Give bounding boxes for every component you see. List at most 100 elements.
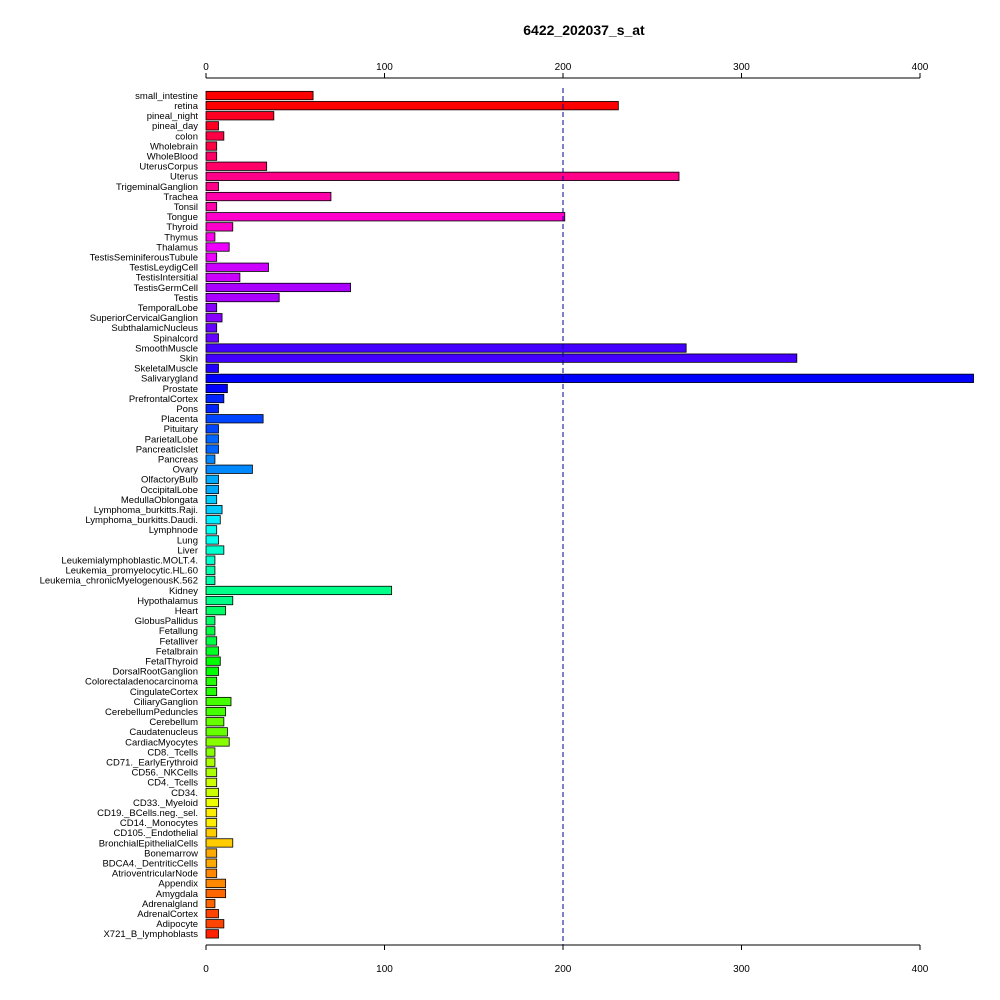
bar bbox=[205, 232, 216, 242]
top-tick-label: 100 bbox=[376, 62, 393, 73]
category-label: Liver bbox=[177, 545, 198, 556]
category-label: TestisLeydigCell bbox=[129, 263, 198, 274]
category-label: Lymphnode bbox=[149, 525, 198, 536]
bar bbox=[205, 898, 216, 909]
bar bbox=[205, 484, 219, 495]
bar bbox=[205, 797, 219, 808]
bar bbox=[205, 626, 216, 636]
bar bbox=[205, 616, 216, 626]
category-label: Adipocyte bbox=[156, 919, 198, 930]
category-label: CD34. bbox=[171, 788, 198, 799]
category-label: TemporalLobe bbox=[138, 303, 198, 314]
category-label: Appendix bbox=[158, 879, 198, 890]
bar bbox=[205, 454, 216, 464]
category-label: Fetallung bbox=[159, 626, 198, 637]
bar bbox=[205, 777, 218, 787]
category-label: CD4._Tcells bbox=[147, 778, 198, 789]
bottom-tick-label: 0 bbox=[203, 964, 209, 975]
category-label: Lymphoma_burkitts.Raji. bbox=[94, 505, 198, 516]
bar bbox=[205, 545, 225, 555]
category-label: CD105._Endothelial bbox=[113, 828, 198, 839]
category-label: GlobusPallidus bbox=[135, 616, 199, 627]
bar bbox=[205, 787, 219, 798]
bar bbox=[205, 838, 234, 848]
bar bbox=[205, 282, 351, 293]
bar bbox=[205, 383, 228, 394]
category-label: Spinalcord bbox=[153, 333, 198, 344]
bar bbox=[205, 222, 234, 232]
category-label: Salivarygland bbox=[141, 374, 198, 385]
bar bbox=[205, 313, 223, 323]
bottom-axis: 0 100 200 300 400 bbox=[203, 944, 929, 975]
bar bbox=[205, 848, 218, 858]
bar bbox=[205, 373, 974, 383]
bar bbox=[205, 555, 216, 565]
category-label: Leukemia_promyelocytic.HL.60 bbox=[65, 566, 198, 577]
bar bbox=[205, 858, 218, 868]
category-label: Prostate bbox=[163, 384, 198, 395]
bar bbox=[205, 686, 218, 697]
bar bbox=[205, 141, 218, 151]
bar bbox=[205, 828, 218, 838]
category-label: Colorectaladenocarcinoma bbox=[85, 677, 199, 688]
category-label: CD19._BCells.neg._sel. bbox=[97, 808, 198, 819]
bar bbox=[205, 565, 216, 575]
bar bbox=[205, 353, 798, 363]
bar bbox=[205, 404, 219, 414]
category-label: retina bbox=[174, 101, 198, 112]
bar bbox=[205, 909, 219, 919]
category-label: CardiacMyocytes bbox=[125, 737, 198, 748]
category-label: pineal_night bbox=[147, 111, 199, 122]
category-label: CingulateCortex bbox=[130, 687, 198, 698]
bar bbox=[205, 111, 275, 121]
top-tick-label: 300 bbox=[733, 62, 750, 73]
bar bbox=[205, 464, 253, 474]
category-label: WholeBlood bbox=[147, 151, 198, 162]
bar bbox=[205, 444, 219, 454]
category-label: Pons bbox=[176, 404, 198, 415]
category-label: PancreaticIslet bbox=[136, 444, 199, 455]
chart-title: 6422_202037_s_at bbox=[523, 22, 645, 38]
bar bbox=[205, 606, 227, 616]
category-labels: small_intestineretinapineal_nightpineal_… bbox=[40, 91, 199, 940]
bar bbox=[205, 515, 221, 525]
bar bbox=[205, 474, 219, 484]
bottom-tick-label: 400 bbox=[912, 964, 929, 975]
category-label: DorsalRootGanglion bbox=[112, 667, 198, 678]
category-label: Leukemia_chronicMyelogenousK.562 bbox=[40, 576, 198, 587]
bottom-tick-label: 300 bbox=[733, 964, 750, 975]
bar bbox=[205, 636, 218, 646]
bars-group bbox=[205, 90, 974, 939]
category-label: Hypothalamus bbox=[137, 596, 198, 607]
bar bbox=[205, 414, 264, 424]
category-label: Fetalliver bbox=[159, 636, 198, 647]
bar bbox=[205, 575, 216, 585]
bar bbox=[205, 181, 219, 192]
bottom-tick-label: 100 bbox=[376, 964, 393, 975]
bar bbox=[205, 737, 230, 747]
category-label: Testis bbox=[174, 293, 199, 304]
category-label: TestisIntersitial bbox=[136, 273, 198, 284]
category-label: Uterus bbox=[170, 172, 198, 183]
bar bbox=[205, 727, 228, 737]
category-label: small_intestine bbox=[135, 91, 198, 102]
category-label: BDCA4._DentriticCells bbox=[102, 858, 198, 869]
category-label: AtrioventricularNode bbox=[112, 869, 198, 880]
bar bbox=[205, 676, 218, 686]
category-label: Trachea bbox=[164, 192, 199, 203]
category-label: Thymus bbox=[164, 232, 198, 243]
bar bbox=[205, 90, 314, 101]
category-label: Fetalbrain bbox=[156, 646, 198, 657]
category-label: CerebellumPeduncles bbox=[105, 707, 198, 718]
category-label: Wholebrain bbox=[150, 141, 198, 152]
category-label: Pancreas bbox=[158, 454, 198, 465]
bar bbox=[205, 272, 241, 282]
bar bbox=[205, 323, 218, 333]
category-label: BronchialEpithelialCells bbox=[99, 838, 199, 849]
bar bbox=[205, 767, 218, 777]
category-label: Lymphoma_burkitts.Daudi. bbox=[85, 515, 198, 526]
bar bbox=[205, 131, 225, 141]
bar bbox=[205, 101, 619, 111]
category-label: Caudatenucleus bbox=[129, 727, 198, 738]
bar bbox=[205, 535, 219, 545]
